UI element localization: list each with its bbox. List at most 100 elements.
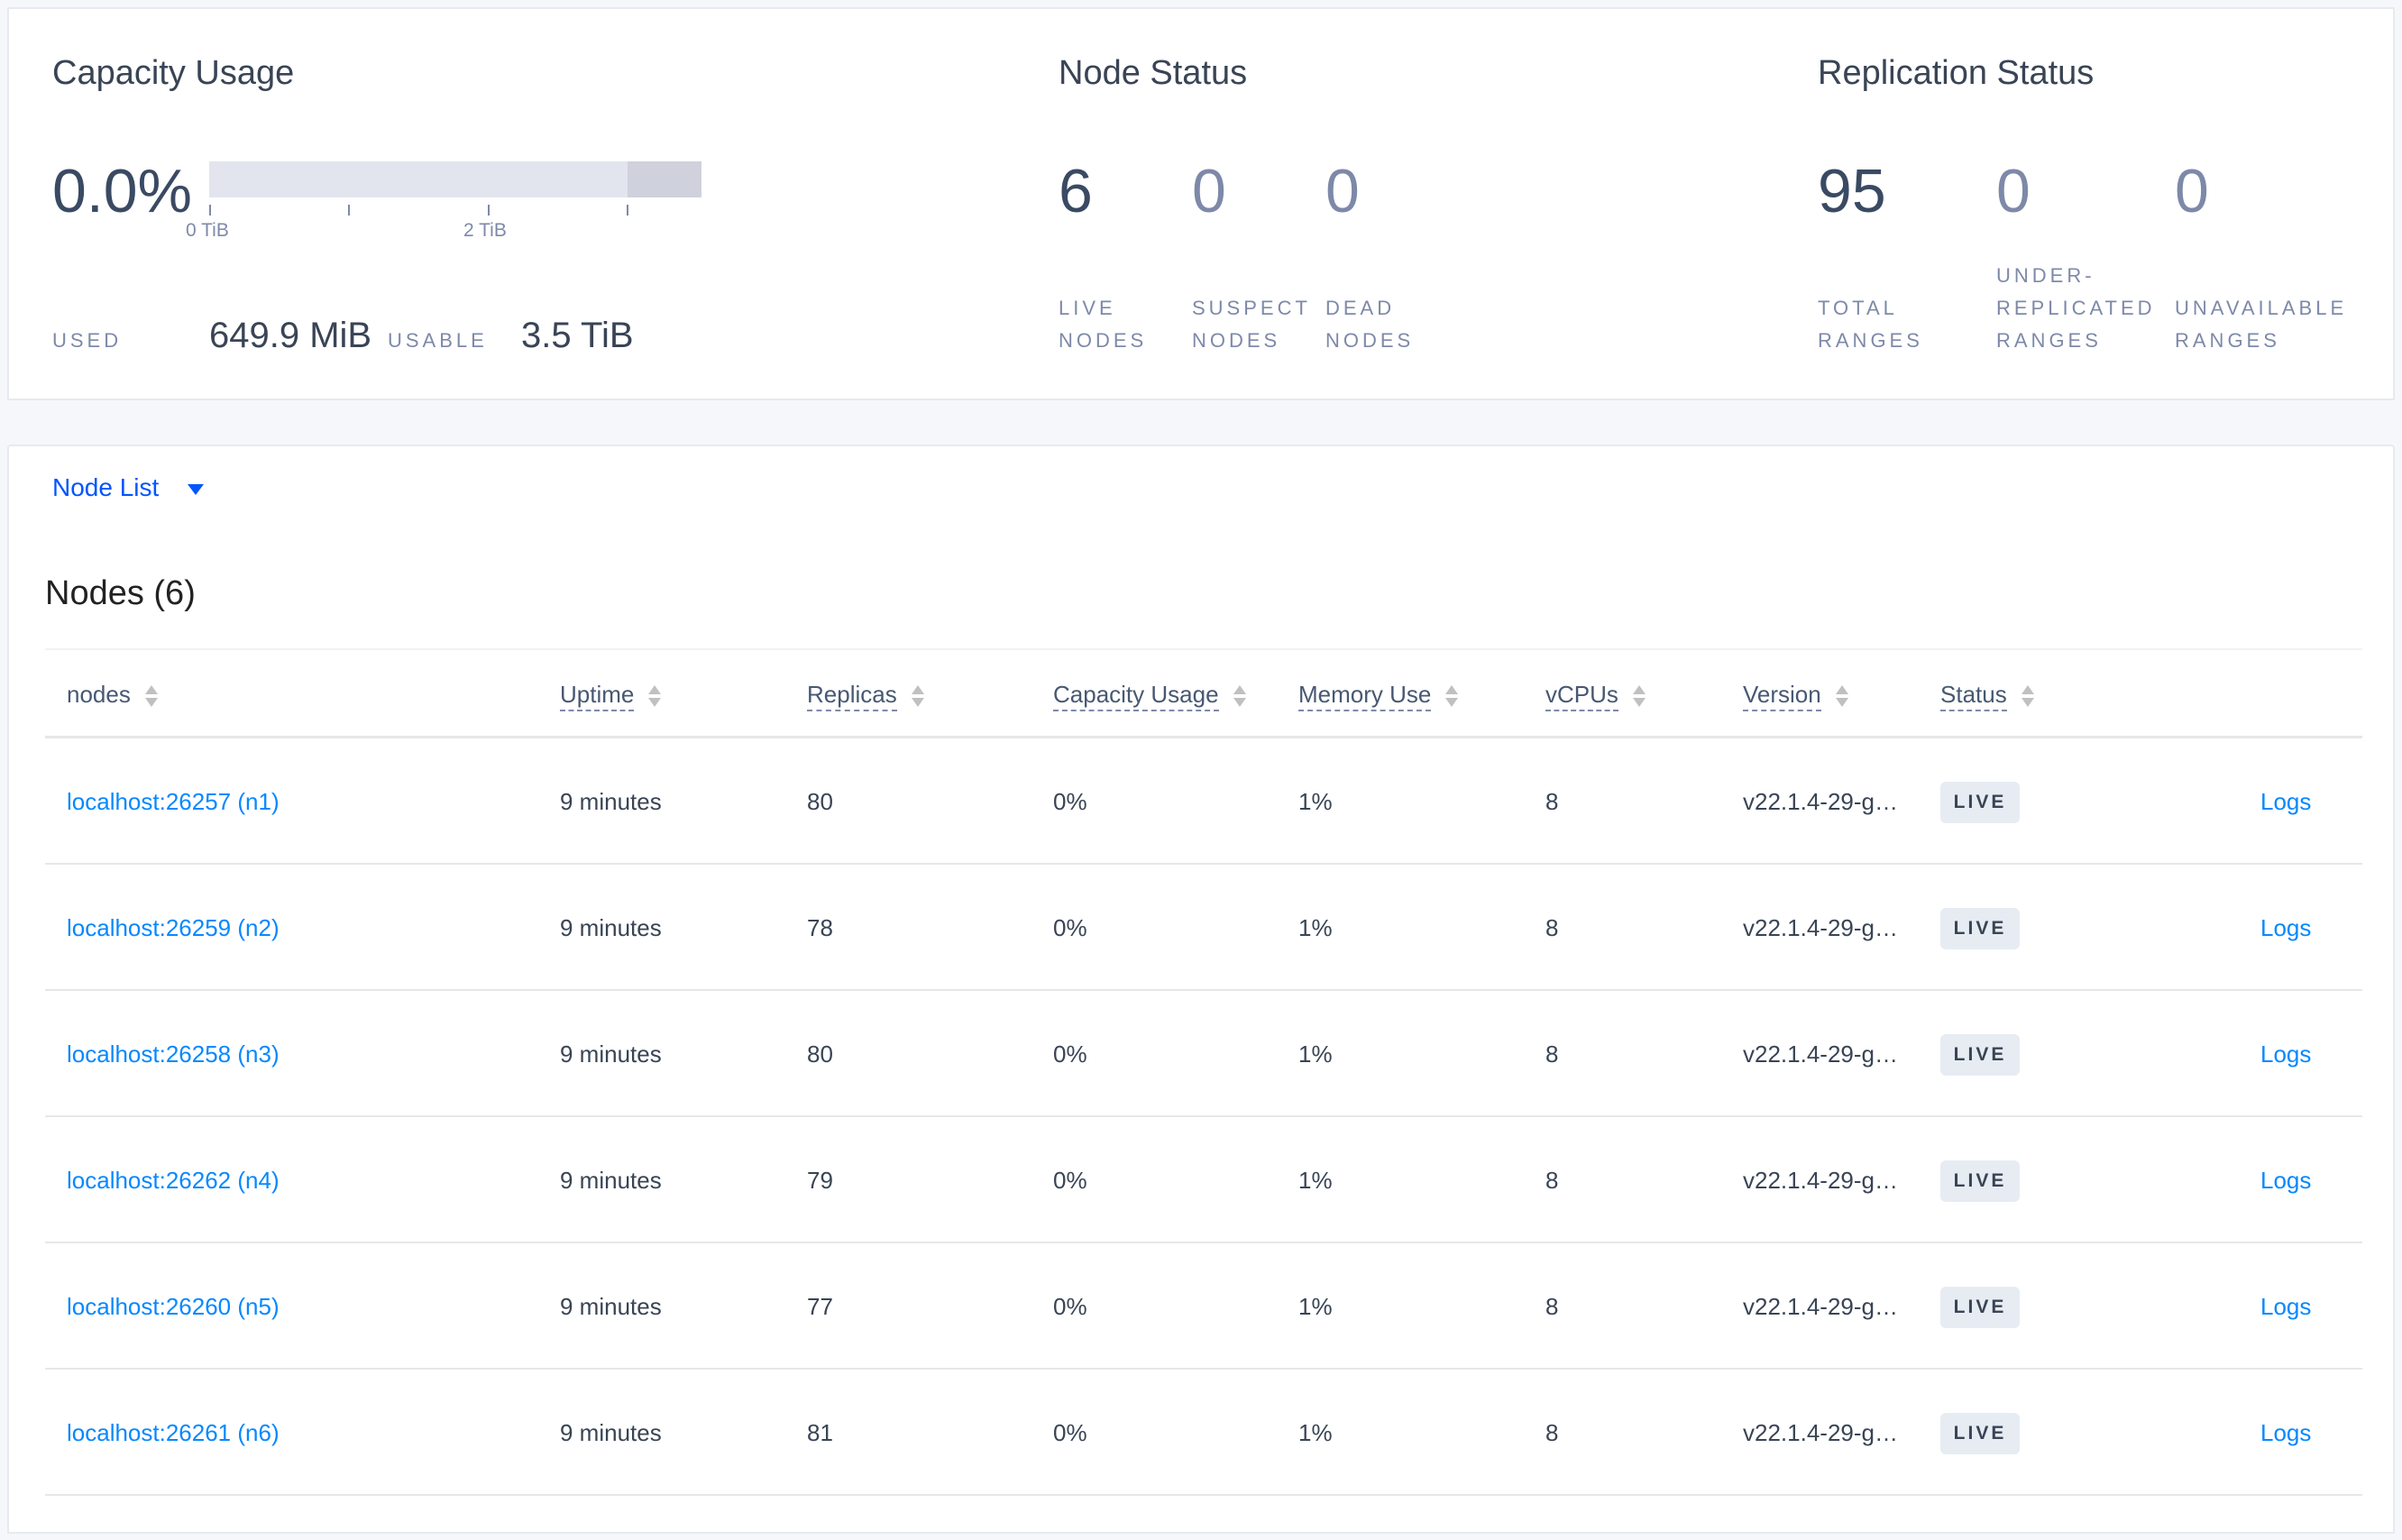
memory-cell: 1% — [1298, 1419, 1333, 1446]
table-row: localhost:26257 (n1) 9 minutes 80 0% 1% … — [45, 738, 2362, 865]
column-header-nodes[interactable]: nodes — [67, 650, 158, 738]
sort-icon[interactable] — [648, 685, 662, 708]
dead-nodes-label: DEAD NODES — [1325, 297, 1415, 352]
nodes-table-card: Nodes (6) nodes Uptime Replicas Capacity… — [7, 531, 2395, 1534]
tick — [627, 205, 628, 215]
vcpus-cell: 8 — [1545, 1040, 1559, 1068]
capacity-usage-title: Capacity Usage — [52, 54, 295, 92]
under-replicated-count: 0 — [1996, 157, 2031, 225]
capacity-cell: 0% — [1053, 788, 1087, 815]
vcpus-cell: 8 — [1545, 1293, 1559, 1320]
sort-icon[interactable] — [2021, 685, 2034, 708]
replicas-cell: 81 — [807, 1419, 833, 1446]
memory-cell: 1% — [1298, 914, 1333, 941]
node-status-title: Node Status — [1059, 54, 1248, 92]
version-cell: v22.1.4-29-g… — [1743, 914, 1898, 941]
sort-icon[interactable] — [1445, 685, 1459, 708]
capacity-cell: 0% — [1053, 914, 1087, 941]
nodes-table-title: Nodes (6) — [45, 574, 196, 612]
dead-nodes-count: 0 — [1325, 157, 1360, 225]
caret-down-icon — [188, 483, 205, 495]
column-header-vcpus[interactable]: vCPUs — [1545, 650, 1646, 738]
view-selector-bar: Node List — [7, 445, 2395, 533]
column-header-capacity-usage[interactable]: Capacity Usage — [1053, 650, 1246, 738]
sort-icon[interactable] — [1835, 685, 1848, 708]
replicas-cell: 79 — [807, 1167, 833, 1194]
logs-link[interactable]: Logs — [2260, 1419, 2312, 1446]
vcpus-cell: 8 — [1545, 914, 1559, 941]
logs-link[interactable]: Logs — [2260, 914, 2312, 941]
column-header-memory-use[interactable]: Memory Use — [1298, 650, 1459, 738]
used-value: 649.9 MiB — [209, 316, 372, 355]
total-ranges-count: 95 — [1818, 157, 1886, 225]
usable-label: USABLE — [388, 329, 488, 352]
column-header-replicas[interactable]: Replicas — [807, 650, 924, 738]
column-header-status[interactable]: Status — [1940, 650, 2034, 738]
tick — [348, 205, 350, 215]
tick — [209, 205, 211, 215]
replicas-cell: 80 — [807, 788, 833, 815]
table-row: localhost:26261 (n6) 9 minutes 81 0% 1% … — [45, 1370, 2362, 1496]
uptime-cell: 9 minutes — [560, 788, 662, 815]
vcpus-cell: 8 — [1545, 1419, 1559, 1446]
capacity-axis — [209, 205, 701, 215]
version-cell: v22.1.4-29-g… — [1743, 1167, 1898, 1194]
uptime-cell: 9 minutes — [560, 1419, 662, 1446]
status-badge: LIVE — [1940, 1287, 2020, 1328]
tick — [488, 205, 490, 215]
sort-icon[interactable] — [144, 685, 158, 708]
node-link[interactable]: localhost:26260 (n5) — [67, 1293, 280, 1320]
capacity-cell: 0% — [1053, 1419, 1087, 1446]
version-cell: v22.1.4-29-g… — [1743, 1293, 1898, 1320]
table-row: localhost:26260 (n5) 9 minutes 77 0% 1% … — [45, 1243, 2362, 1370]
table-header: nodes Uptime Replicas Capacity Usage Mem… — [45, 648, 2362, 738]
node-link[interactable]: localhost:26257 (n1) — [67, 788, 280, 815]
column-header-uptime[interactable]: Uptime — [560, 650, 662, 738]
total-ranges-label: TOTAL RANGES — [1818, 297, 1923, 352]
table-row: localhost:26262 (n4) 9 minutes 79 0% 1% … — [45, 1117, 2362, 1243]
memory-cell: 1% — [1298, 1167, 1333, 1194]
version-cell: v22.1.4-29-g… — [1743, 1040, 1898, 1068]
memory-cell: 1% — [1298, 788, 1333, 815]
live-nodes-count: 6 — [1059, 157, 1093, 225]
logs-link[interactable]: Logs — [2260, 1040, 2312, 1068]
status-badge: LIVE — [1940, 1160, 2020, 1202]
node-list-dropdown[interactable]: Node List — [52, 473, 205, 502]
vcpus-cell: 8 — [1545, 1167, 1559, 1194]
status-badge: LIVE — [1940, 1034, 2020, 1076]
uptime-cell: 9 minutes — [560, 1293, 662, 1320]
sort-icon[interactable] — [1233, 685, 1246, 708]
tick-label: 0 TiB — [186, 220, 229, 241]
status-badge: LIVE — [1940, 782, 2020, 823]
sort-icon[interactable] — [1632, 685, 1646, 708]
capacity-bar — [209, 161, 701, 197]
capacity-cell: 0% — [1053, 1293, 1087, 1320]
version-cell: v22.1.4-29-g… — [1743, 788, 1898, 815]
uptime-cell: 9 minutes — [560, 1040, 662, 1068]
logs-link[interactable]: Logs — [2260, 1167, 2312, 1194]
used-label: USED — [52, 329, 123, 352]
capacity-cell: 0% — [1053, 1167, 1087, 1194]
suspect-nodes-label: SUSPECT NODES — [1192, 297, 1311, 352]
memory-cell: 1% — [1298, 1293, 1333, 1320]
replicas-cell: 80 — [807, 1040, 833, 1068]
capacity-cell: 0% — [1053, 1040, 1087, 1068]
node-link[interactable]: localhost:26262 (n4) — [67, 1167, 280, 1194]
node-link[interactable]: localhost:26261 (n6) — [67, 1419, 280, 1446]
suspect-nodes-count: 0 — [1192, 157, 1226, 225]
node-link[interactable]: localhost:26258 (n3) — [67, 1040, 280, 1068]
node-link[interactable]: localhost:26259 (n2) — [67, 914, 280, 941]
dropdown-label: Node List — [52, 473, 160, 501]
logs-link[interactable]: Logs — [2260, 788, 2312, 815]
replication-status-title: Replication Status — [1818, 54, 2095, 92]
logs-link[interactable]: Logs — [2260, 1293, 2312, 1320]
replicas-cell: 78 — [807, 914, 833, 941]
vcpus-cell: 8 — [1545, 788, 1559, 815]
version-cell: v22.1.4-29-g… — [1743, 1419, 1898, 1446]
live-nodes-label: LIVE NODES — [1059, 297, 1148, 352]
sort-icon[interactable] — [911, 685, 924, 708]
status-badge: LIVE — [1940, 908, 2020, 949]
unavailable-count: 0 — [2175, 157, 2209, 225]
usable-value: 3.5 TiB — [521, 316, 634, 355]
column-header-version[interactable]: Version — [1743, 650, 1848, 738]
